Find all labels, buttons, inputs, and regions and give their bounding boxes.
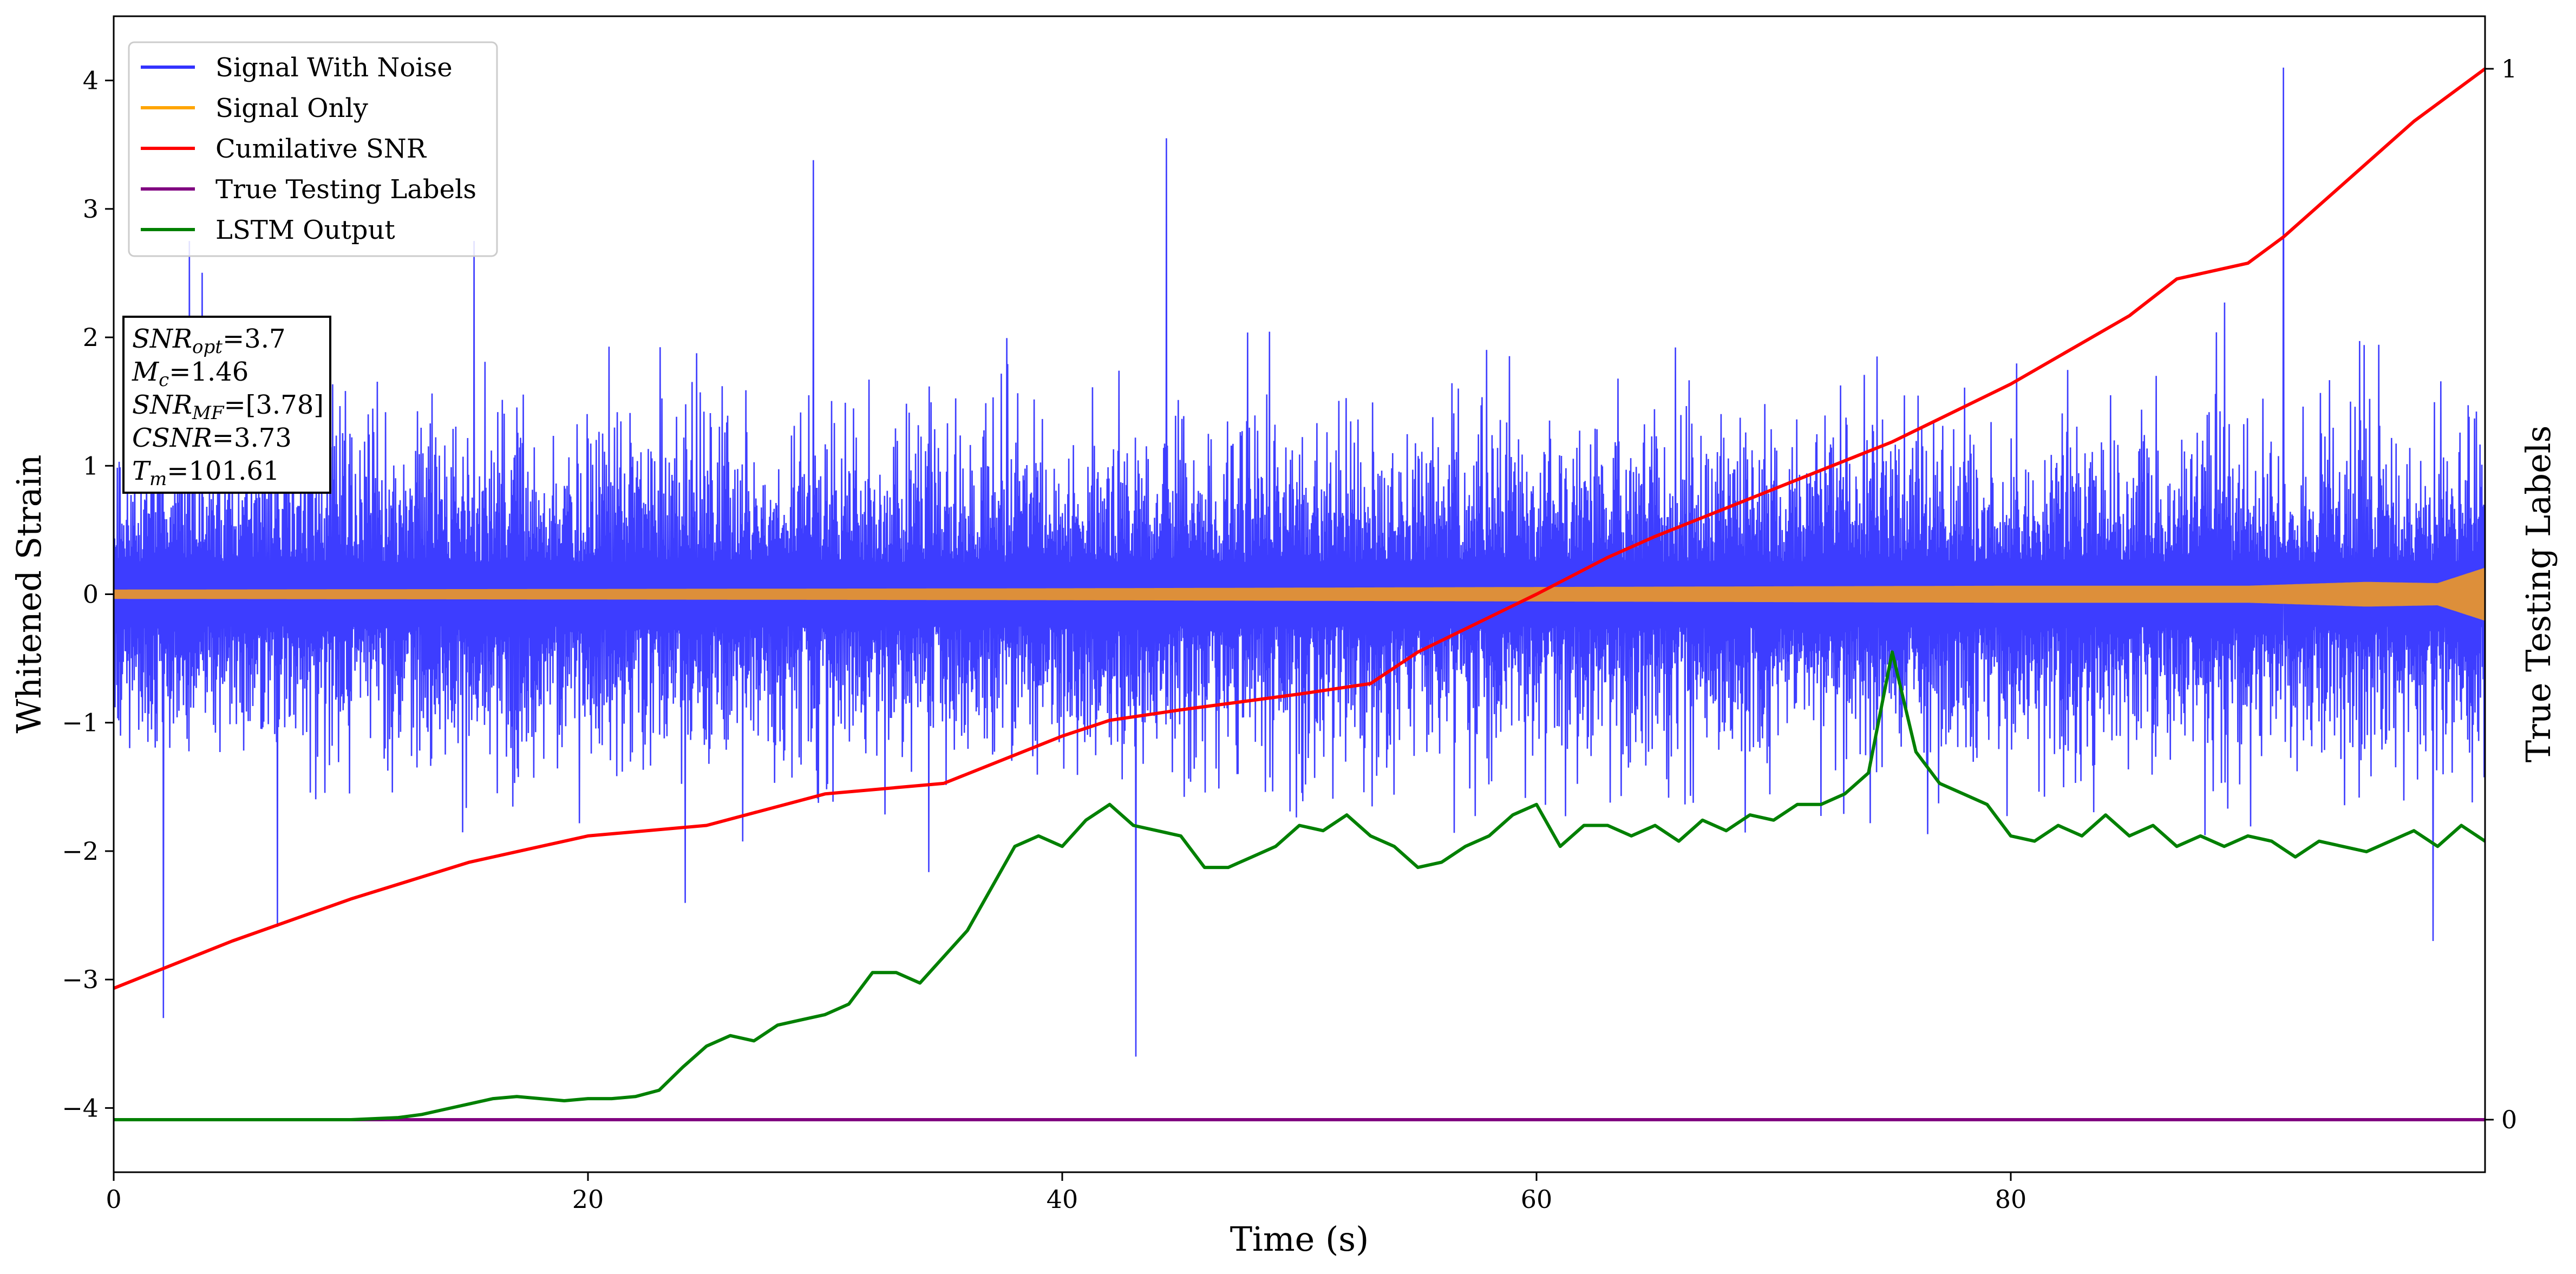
y-axis-label: Whitened Strain: [9, 455, 49, 734]
stats-line: CSNR=3.73: [132, 423, 292, 453]
y-tick-label: 1: [83, 451, 99, 480]
stats-line: Tm=101.61: [132, 456, 279, 490]
legend-entry: True Testing Labels: [215, 174, 476, 205]
y2-axis-label: True Testing Labels: [2519, 426, 2558, 763]
signal-with-noise-series: [114, 67, 2485, 1057]
signal-with-noise-line: [114, 67, 2485, 1057]
stats-line: SNRMF=[3.78]: [132, 390, 324, 424]
stats-annotation-box: SNRopt=3.7Mc=1.46SNRMF=[3.78]CSNR=3.73Tm…: [122, 316, 331, 494]
legend-entry: Signal Only: [215, 93, 368, 123]
lstm-output-line: [114, 650, 2485, 1121]
x-tick-label: 60: [1521, 1185, 1553, 1214]
y-tick-label: 3: [83, 194, 99, 224]
y-tick-label: 4: [83, 66, 99, 95]
stats-line: SNRopt=3.7: [132, 324, 286, 358]
signal-only-series: [114, 567, 2485, 621]
x-tick-label: 80: [1995, 1185, 2027, 1214]
legend: Signal With Noise Signal Only Cumilative S…: [128, 41, 498, 257]
signal-only-band: [114, 567, 2485, 621]
y-tick-label: −3: [62, 965, 99, 994]
legend-entry: Signal With Noise: [215, 53, 453, 83]
x-axis-label: Time (s): [1230, 1219, 1369, 1259]
x-tick-label: 40: [1047, 1185, 1078, 1214]
y2-tick-label: 1: [2501, 54, 2517, 83]
x-tick-label: 0: [106, 1185, 121, 1214]
stats-box-frame: [122, 316, 331, 494]
legend-frame: [128, 41, 498, 257]
cumulative-snr-line: [114, 67, 2485, 990]
x-tick-label: 20: [572, 1185, 604, 1214]
line-series-group: [114, 67, 2485, 1121]
y-tick-label: 0: [83, 580, 99, 609]
y-tick-label: −4: [62, 1093, 99, 1122]
legend-entry: Cumilative SNR: [215, 134, 427, 164]
y-tick-label: −1: [62, 708, 99, 737]
y-tick-label: −2: [62, 837, 99, 866]
y2-tick-label: 0: [2501, 1105, 2517, 1134]
legend-entry: LSTM Output: [215, 215, 395, 245]
stats-line: Mc=1.46: [132, 357, 249, 391]
y-tick-label: 2: [83, 323, 99, 352]
